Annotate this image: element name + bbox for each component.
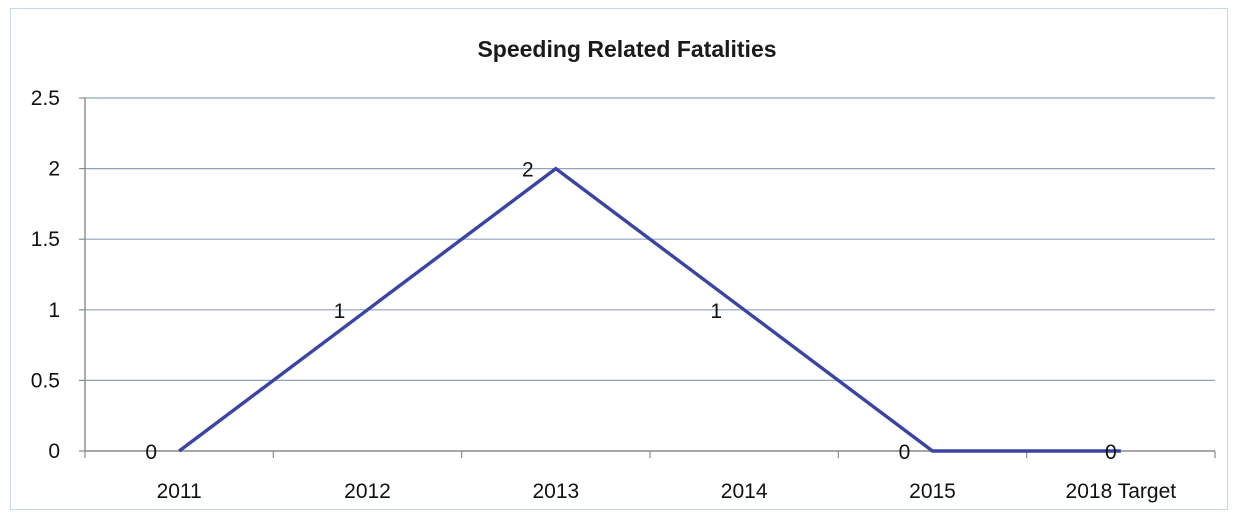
data-point xyxy=(742,308,746,312)
y-tick-label: 2.5 xyxy=(31,87,60,110)
data-label: 2 xyxy=(522,159,534,182)
data-label: 0 xyxy=(145,441,157,464)
y-tick-label: 1 xyxy=(48,299,60,322)
x-tick-label: 2014 xyxy=(721,480,768,503)
y-tick-label: 0 xyxy=(48,440,60,463)
data-labels: 0 1 2 1 0 0 xyxy=(145,159,1116,464)
series-line xyxy=(178,166,1121,453)
x-tick-label: 2015 xyxy=(909,480,956,503)
data-label: 0 xyxy=(1105,441,1117,464)
data-point xyxy=(554,167,558,171)
data-label: 1 xyxy=(334,300,346,323)
data-label: 1 xyxy=(710,300,722,323)
data-point xyxy=(931,449,935,453)
y-tick-labels: 0 0.5 1 1.5 2 2.5 xyxy=(31,87,60,463)
y-tick-label: 2 xyxy=(48,158,60,181)
y-tick-label: 0.5 xyxy=(31,369,60,392)
x-tick-label: 2012 xyxy=(344,480,391,503)
x-tick-labels: 2011 2012 2013 2014 2015 2018 Target xyxy=(157,480,1177,503)
x-tick-label: 2011 xyxy=(157,480,202,503)
y-tick-label: 1.5 xyxy=(31,228,60,251)
series-lines xyxy=(177,166,1123,453)
chart-title: Speeding Related Fatalities xyxy=(477,36,776,62)
data-point xyxy=(366,308,370,312)
data-label: 0 xyxy=(899,441,911,464)
axes xyxy=(79,97,1216,458)
x-tick-label: 2013 xyxy=(532,480,579,503)
data-point xyxy=(1119,449,1123,453)
data-point xyxy=(177,449,181,453)
x-tick-label: 2018 Target xyxy=(1066,480,1177,503)
